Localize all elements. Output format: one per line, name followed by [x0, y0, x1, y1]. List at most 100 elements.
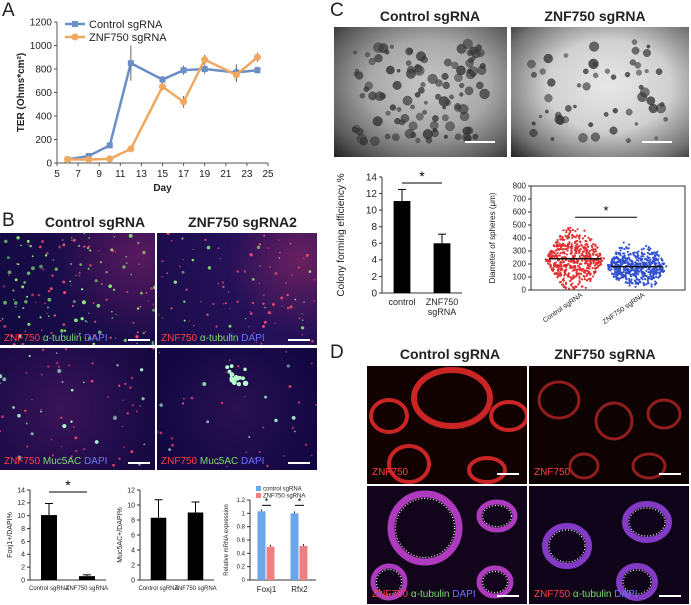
fluorescent-cell — [258, 450, 261, 454]
colony — [576, 83, 582, 88]
colony — [609, 126, 618, 135]
fluorescent-cell — [188, 320, 191, 322]
scale-bar — [659, 473, 681, 475]
fluorescent-cell — [57, 365, 61, 368]
scatter-point — [572, 274, 575, 277]
scatter-point — [641, 267, 644, 270]
fluorescent-cell — [51, 454, 54, 457]
fluorescent-cell — [50, 331, 53, 335]
scatter-point — [627, 253, 630, 256]
fluorescent-cell — [87, 245, 90, 248]
cilia-layer — [481, 504, 513, 528]
fluorescent-cell — [282, 455, 285, 457]
scatter-point — [553, 264, 556, 267]
scatter-point — [629, 252, 632, 255]
organoid-ring — [370, 563, 408, 601]
fluorescent-cell — [109, 336, 112, 339]
bar — [187, 512, 204, 580]
plot-frame — [530, 185, 686, 291]
scatter-point — [585, 274, 588, 277]
colony — [441, 72, 449, 80]
scatter-point — [616, 274, 619, 277]
scatter-point — [617, 278, 621, 282]
colony — [374, 54, 383, 63]
bar — [41, 515, 57, 580]
fluorescent-cell — [157, 430, 160, 434]
legend-label: ZNF750 sgRNA — [263, 494, 305, 500]
data-point — [127, 60, 134, 67]
colony — [550, 137, 555, 141]
scatter-point — [653, 251, 656, 254]
scatter-point — [577, 283, 580, 286]
data-point — [159, 83, 166, 91]
fluorescent-cell — [47, 289, 51, 293]
scatter-point — [643, 272, 646, 275]
fluorescent-cell — [227, 369, 232, 374]
x-tick-label: ZNF750 sgRNA — [602, 292, 647, 326]
scatter-point — [637, 250, 640, 253]
scatter-point — [561, 243, 564, 246]
scatter-point — [620, 246, 623, 250]
scatter-point — [647, 248, 650, 251]
micrograph-c-znf — [511, 27, 689, 157]
scatter-point — [557, 267, 560, 271]
organoid-ring — [476, 565, 514, 599]
fluorescent-cell — [130, 450, 134, 453]
scatter-point — [631, 281, 634, 285]
colony — [590, 132, 601, 142]
fluorescent-cell — [112, 415, 118, 420]
colony — [530, 71, 537, 78]
fluorescent-cell — [236, 270, 240, 273]
fluorescent-cell — [305, 253, 309, 257]
scatter-point — [637, 254, 640, 257]
fluorescent-cell — [48, 315, 50, 317]
scatter-point — [650, 285, 653, 288]
colony — [396, 107, 402, 112]
colony — [432, 127, 438, 133]
scatter-point — [556, 272, 559, 275]
fluorescent-cell — [92, 302, 95, 304]
scatter-point — [665, 265, 668, 268]
fluorescent-cell — [88, 312, 90, 314]
scatter-point — [580, 278, 584, 281]
fluorescent-cell — [132, 321, 135, 324]
fluorescent-cell — [125, 262, 128, 264]
scatter-point — [570, 278, 573, 281]
scatter-point — [571, 282, 574, 285]
legend-marker — [72, 21, 78, 27]
scatter-point — [581, 237, 585, 240]
fluorescent-cell — [123, 338, 127, 342]
scatter-point — [588, 267, 591, 270]
fluorescent-cell — [113, 236, 116, 238]
scatter-point — [583, 277, 586, 281]
scatter-point — [578, 237, 581, 240]
scatter-point — [646, 259, 649, 262]
scatter-point — [589, 273, 592, 276]
scatter-point — [615, 278, 618, 281]
data-point — [106, 155, 114, 163]
scatter-point — [624, 266, 627, 270]
x-tick-label: 21 — [220, 169, 232, 180]
fluorescent-cell — [135, 335, 139, 339]
fluorescent-cell — [27, 322, 31, 326]
scatter-point — [624, 273, 627, 276]
fluorescent-cell — [44, 254, 48, 257]
colony — [592, 72, 599, 79]
scatter-point — [644, 262, 648, 265]
scatter-point — [573, 254, 577, 257]
colony — [458, 104, 469, 115]
y-axis-label: Muc5AC+/DAPI% — [117, 507, 124, 562]
fluorescent-cell — [60, 445, 63, 448]
scatter-point — [619, 261, 622, 264]
scatter-point — [559, 234, 562, 237]
fluorescent-cell — [206, 420, 210, 424]
scatter-point — [646, 255, 649, 258]
colony — [359, 137, 368, 146]
fluorescent-cell — [285, 351, 288, 353]
y-tick-label: 0.2 — [237, 565, 246, 571]
scatter-point — [567, 242, 570, 245]
scatter-point — [559, 244, 562, 247]
scatter-point — [559, 251, 562, 255]
fluorescent-cell — [80, 288, 84, 291]
fluorescent-cell — [105, 271, 108, 274]
